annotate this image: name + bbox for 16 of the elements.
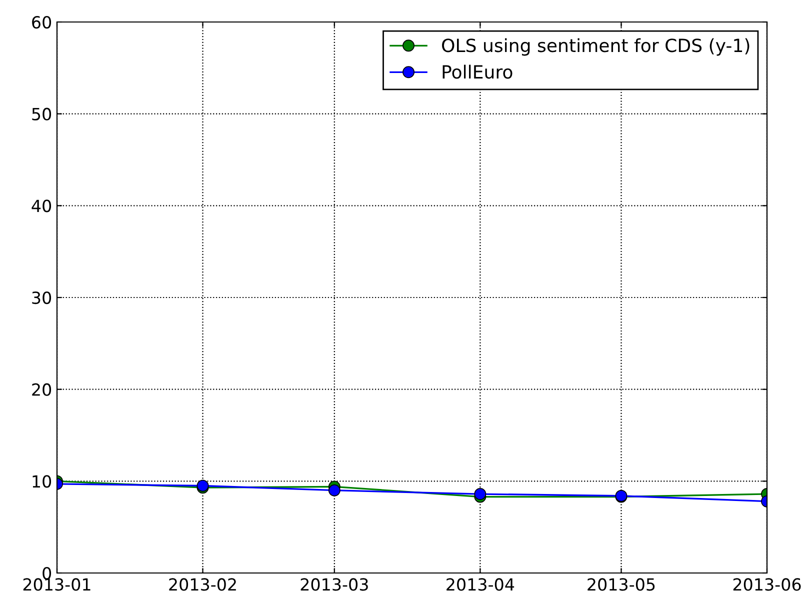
point xyxy=(328,484,340,496)
x-tick-label: 2013-06 xyxy=(733,578,801,591)
legend-label: PollEuro xyxy=(442,64,512,79)
y-tick-label: 40 xyxy=(32,200,52,212)
y-tick-label: 20 xyxy=(32,383,52,396)
x-tick-label: 2013-01 xyxy=(23,578,90,591)
y-tick-label: 30 xyxy=(32,291,52,304)
y-tick-label: 10 xyxy=(32,475,52,488)
x-tick-label: 2013-03 xyxy=(300,578,368,591)
x-tick-label: 2013-02 xyxy=(169,578,236,591)
legend-label: OLS using sentiment for CDS (y-1) xyxy=(442,38,750,56)
x-tick-label: 2013-05 xyxy=(588,578,655,591)
y-tick-label: 50 xyxy=(32,108,52,120)
y-tick-label: 60 xyxy=(32,16,52,29)
point xyxy=(474,488,486,500)
x-tick-label: 2013-04 xyxy=(446,578,514,591)
